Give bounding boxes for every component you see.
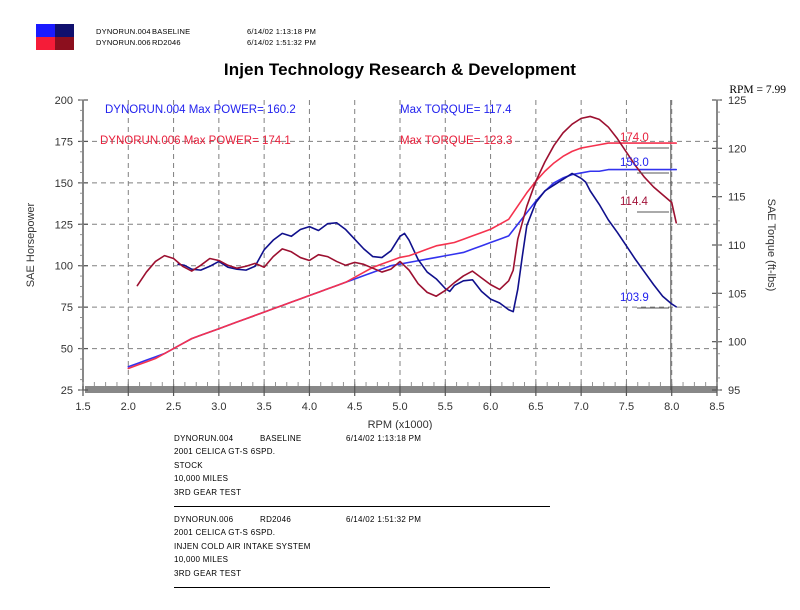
tick-label-bottom: 4.0 [302,401,317,413]
run004-hp-swatch [36,24,55,37]
run-legend: DYNORUN.004 BASELINE 6/14/02 1:13:18 PM … [36,24,367,50]
tick-label-left: 175 [55,136,73,148]
page-title: Injen Technology Research & Development [223,60,577,79]
tick-label-right: 95 [728,385,740,397]
run006-max-torque: Max TORQUE= 123.3 [400,135,512,147]
tick-label-bottom: 4.5 [347,401,362,413]
tick-label-left: 200 [55,95,73,107]
tick-label-bottom: 5.5 [438,401,453,413]
tick-label-right: 100 [728,337,746,349]
run004-max-power: DYNORUN.004 Max POWER= 160.2 [105,104,296,116]
tick-label-bottom: 7.5 [619,401,634,413]
legend-text-rows: DYNORUN.004 BASELINE 6/14/02 1:13:18 PM … [96,24,367,48]
detail-line: 10,000 MILES [174,553,550,566]
series-line-dynorun-006-horsepower [127,142,678,370]
footer-divider [174,506,550,508]
tick-label-right: 105 [728,288,746,300]
run-details-footer: DYNORUN.004 BASELINE 6/14/02 1:13:18 PM … [174,432,550,594]
detail-mileage: 10,000 MILES [174,474,229,484]
tick-label-left: 50 [61,344,73,356]
legend-run-desc: RD2046 [152,38,181,47]
run006-hp-swatch [36,37,55,50]
tick-label-right: 120 [728,143,746,155]
label-114: 114.4 [620,196,649,208]
tick-label-left: 125 [55,219,73,231]
tick-label-bottom: 7.0 [573,401,588,413]
label-103: 103.9 [620,292,649,304]
run004-details: DYNORUN.004 BASELINE 6/14/02 1:13:18 PM … [174,432,550,499]
rpm-readout: RPM = 7.99 [729,84,786,96]
run006-max-power: DYNORUN.006 Max POWER= 174.1 [100,135,291,147]
detail-line: 2001 CELICA GT-S 6SPD. [174,445,550,458]
tick-label-bottom: 8.0 [664,401,679,413]
detail-desc: BASELINE [260,434,302,443]
detail-line: INJEN COLD AIR INTAKE SYSTEM [174,540,550,553]
tick-label-bottom: 2.5 [166,401,181,413]
detail-gear: 3RD GEAR TEST [174,568,242,578]
run006-details: DYNORUN.006 RD2046 6/14/02 1:51:32 PM 20… [174,513,550,580]
detail-date: 6/14/02 1:51:32 PM [346,515,422,525]
tick-label-left: 100 [55,261,73,273]
dyno-chart: 25 50 75 100 125 150 175 200 95 100 105 110 115 120 12… [25,95,777,430]
detail-run: DYNORUN.004 [174,434,234,443]
legend-row: DYNORUN.006 RD2046 6/14/02 1:51:32 PM [96,37,367,48]
detail-vehicle: 2001 CELICA GT-S 6SPD. [174,447,276,457]
legend-run-date: 6/14/02 1:13:18 PM [247,27,317,36]
detail-gear: 3RD GEAR TEST [174,487,242,497]
run004-tq-swatch [55,24,74,37]
legend-run-name: DYNORUN.006 [96,38,151,47]
tick-label-bottom: 5.0 [392,401,407,413]
detail-line: DYNORUN.006 RD2046 6/14/02 1:51:32 PM [174,513,550,526]
tick-label-bottom: 6.5 [528,401,543,413]
tick-label-bottom: 1.5 [75,401,90,413]
detail-vehicle: 2001 CELICA GT-S 6SPD. [174,528,276,538]
y-axis-label: SAE Horsepower [25,202,37,287]
axis-bottom-bar [85,386,717,393]
tick-label-left: 150 [55,178,73,190]
detail-config: STOCK [174,460,203,470]
tick-label-bottom: 3.5 [256,401,271,413]
label-158: 158.0 [620,157,649,169]
detail-line: 3RD GEAR TEST [174,486,550,499]
legend-run-date: 6/14/02 1:51:32 PM [247,38,317,47]
detail-mileage: 10,000 MILES [174,555,229,565]
detail-line: 3RD GEAR TEST [174,567,550,580]
tick-label-bottom: 6.0 [483,401,498,413]
detail-line: 10,000 MILES [174,472,550,485]
tick-label-right: 125 [728,95,746,107]
detail-desc: RD2046 [260,515,292,525]
detail-date: 6/14/02 1:13:18 PM [346,434,422,443]
tick-label-left: 25 [61,385,73,397]
series-line-dynorun-004-horsepower [127,168,678,368]
label-174: 174.0 [620,132,649,144]
detail-run: DYNORUN.006 [174,515,234,525]
detail-line: DYNORUN.004 BASELINE 6/14/02 1:13:18 PM [174,432,550,445]
run004-max-torque: Max TORQUE= 117.4 [400,104,512,116]
detail-line: STOCK [174,459,550,472]
series-line-dynorun-004-torque [177,172,678,313]
x-axis-label: RPM (x1000) [368,419,433,430]
tick-label-right: 115 [728,192,746,204]
legend-row: DYNORUN.004 BASELINE 6/14/02 1:13:18 PM [96,26,367,37]
run006-tq-swatch [55,37,74,50]
tick-label-right: 110 [728,240,746,252]
detail-config: INJEN COLD AIR INTAKE SYSTEM [174,541,311,551]
tick-label-bottom: 8.5 [709,401,724,413]
legend-run-name: DYNORUN.004 [96,27,151,36]
tick-label-bottom: 2.0 [121,401,136,413]
series-line-dynorun-006-torque [136,115,678,298]
footer-divider [174,587,550,589]
detail-line: 2001 CELICA GT-S 6SPD. [174,526,550,539]
legend-run-desc: BASELINE [152,27,191,36]
tick-label-left: 75 [61,302,73,314]
y2-axis-label: SAE Torque (ft-lbs) [765,199,777,292]
tick-label-bottom: 3.0 [211,401,226,413]
legend-color-swatch [36,24,74,50]
